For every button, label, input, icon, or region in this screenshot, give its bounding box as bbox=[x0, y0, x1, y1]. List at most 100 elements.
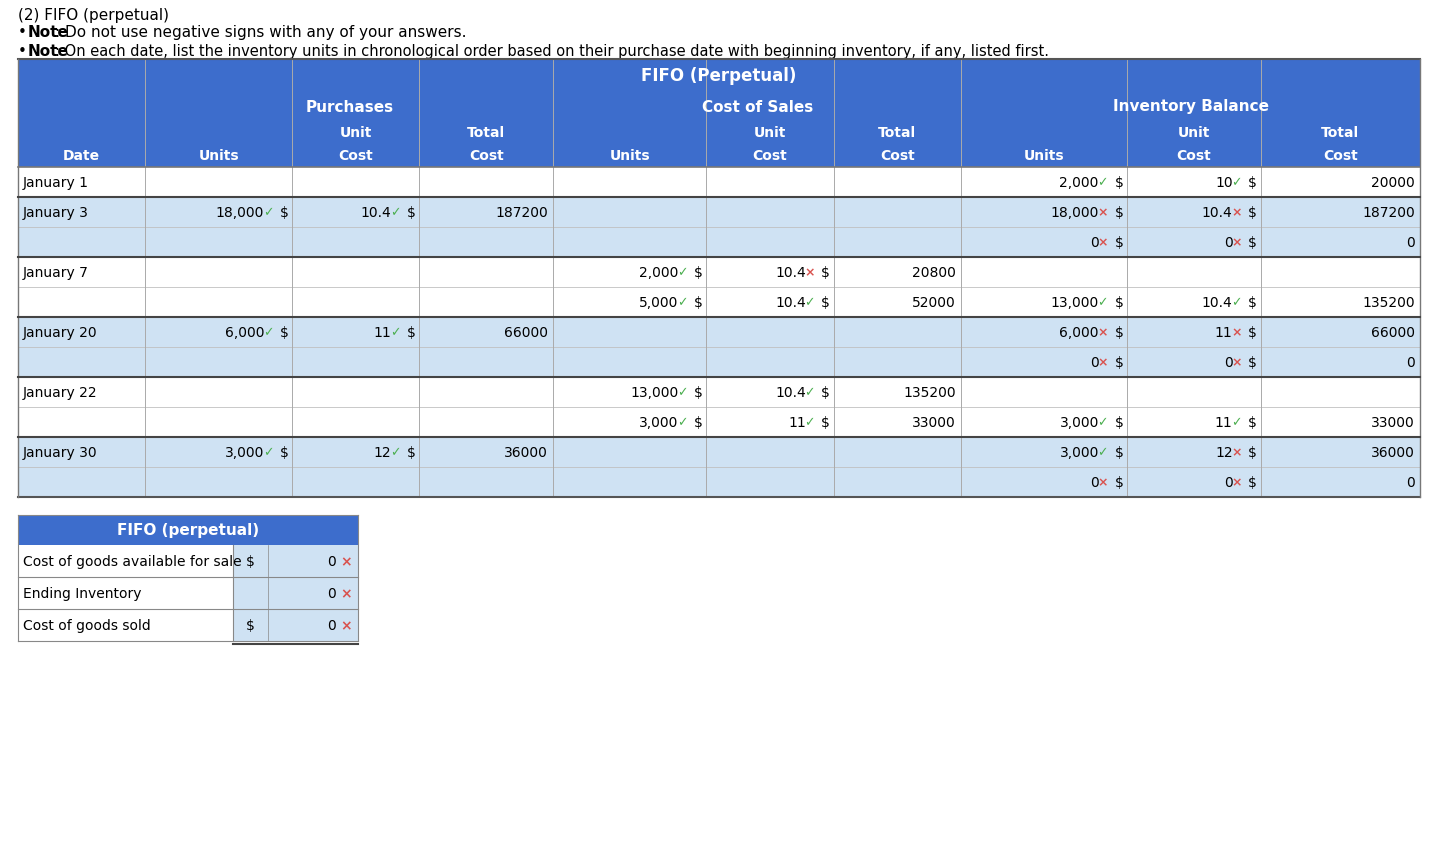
Text: 11: 11 bbox=[1215, 325, 1232, 340]
Text: $: $ bbox=[246, 619, 255, 632]
Text: ×: × bbox=[1097, 356, 1109, 369]
Text: 33000: 33000 bbox=[913, 416, 956, 429]
Bar bbox=[19, 227, 1419, 257]
Text: $: $ bbox=[693, 266, 703, 279]
Bar bbox=[19, 545, 233, 578]
Text: $: $ bbox=[1114, 236, 1123, 250]
Bar bbox=[19, 144, 1419, 168]
Text: Total: Total bbox=[879, 126, 916, 140]
Text: Cost: Cost bbox=[1176, 149, 1211, 163]
Bar bbox=[233, 578, 358, 609]
Text: ✓: ✓ bbox=[1097, 446, 1109, 459]
Bar bbox=[19, 407, 1419, 437]
Text: •: • bbox=[19, 44, 27, 59]
Bar bbox=[19, 468, 1419, 498]
Bar bbox=[19, 257, 1419, 288]
Text: Date: Date bbox=[63, 149, 101, 163]
Bar bbox=[19, 168, 1419, 198]
Text: Units: Units bbox=[610, 149, 650, 163]
Bar bbox=[19, 198, 1419, 227]
Text: 3,000: 3,000 bbox=[1060, 446, 1099, 459]
Text: 0: 0 bbox=[328, 619, 336, 632]
Bar bbox=[19, 437, 1419, 468]
Text: 187200: 187200 bbox=[496, 206, 548, 220]
Text: ✓: ✓ bbox=[677, 386, 687, 399]
Text: 11: 11 bbox=[1215, 416, 1232, 429]
Text: January 22: January 22 bbox=[23, 386, 98, 400]
Text: $: $ bbox=[407, 446, 416, 459]
Bar bbox=[19, 288, 1419, 318]
Text: 3,000: 3,000 bbox=[224, 446, 265, 459]
Text: Cost: Cost bbox=[880, 149, 915, 163]
Text: $: $ bbox=[1114, 296, 1123, 309]
Text: 10.4: 10.4 bbox=[361, 206, 391, 220]
Text: 66000: 66000 bbox=[1370, 325, 1415, 340]
Bar bbox=[19, 92, 1419, 122]
Text: $: $ bbox=[693, 386, 703, 400]
Text: $: $ bbox=[1248, 176, 1257, 190]
Text: ×: × bbox=[1231, 236, 1242, 249]
Text: 0: 0 bbox=[1090, 236, 1099, 250]
Text: $: $ bbox=[1114, 475, 1123, 489]
Text: 0: 0 bbox=[1406, 236, 1415, 250]
Text: ✓: ✓ bbox=[1231, 176, 1242, 189]
Text: 2,000: 2,000 bbox=[1060, 176, 1099, 190]
Text: January 3: January 3 bbox=[23, 206, 89, 220]
Text: ✓: ✓ bbox=[263, 326, 273, 339]
Text: : On each date, list the inventory units in chronological order based on their p: : On each date, list the inventory units… bbox=[55, 44, 1048, 59]
Text: 10.4: 10.4 bbox=[1202, 206, 1232, 220]
Text: Cost of Sales: Cost of Sales bbox=[702, 100, 812, 114]
Text: ✓: ✓ bbox=[677, 266, 687, 279]
Text: $: $ bbox=[821, 296, 830, 309]
Text: January 30: January 30 bbox=[23, 446, 98, 459]
Text: $: $ bbox=[1114, 325, 1123, 340]
Text: Note: Note bbox=[27, 44, 69, 59]
Text: ✓: ✓ bbox=[390, 326, 401, 339]
Text: $: $ bbox=[246, 555, 255, 568]
Text: ✓: ✓ bbox=[1231, 416, 1242, 429]
Text: 18,000: 18,000 bbox=[1051, 206, 1099, 220]
Text: Units: Units bbox=[198, 149, 239, 163]
Text: Unit: Unit bbox=[754, 126, 787, 140]
Text: 135200: 135200 bbox=[1362, 296, 1415, 309]
Bar bbox=[19, 318, 1419, 348]
Bar bbox=[19, 515, 358, 545]
Text: ✓: ✓ bbox=[1231, 296, 1242, 309]
Text: Inventory Balance: Inventory Balance bbox=[1113, 100, 1268, 114]
Bar bbox=[19, 377, 1419, 407]
Text: ×: × bbox=[1231, 476, 1242, 489]
Text: 2,000: 2,000 bbox=[638, 266, 679, 279]
Text: Purchases: Purchases bbox=[305, 100, 394, 114]
Text: Unit: Unit bbox=[339, 126, 372, 140]
Text: ✓: ✓ bbox=[390, 446, 401, 459]
Text: •: • bbox=[19, 25, 27, 40]
Text: January 1: January 1 bbox=[23, 176, 89, 190]
Text: $: $ bbox=[1248, 236, 1257, 250]
Text: 10.4: 10.4 bbox=[775, 266, 805, 279]
Text: $: $ bbox=[821, 386, 830, 400]
Text: 18,000: 18,000 bbox=[216, 206, 265, 220]
Bar bbox=[233, 545, 358, 578]
Text: 0: 0 bbox=[1406, 355, 1415, 370]
Text: $: $ bbox=[1114, 355, 1123, 370]
Text: $: $ bbox=[1248, 416, 1257, 429]
Text: 0: 0 bbox=[1224, 355, 1232, 370]
Text: $: $ bbox=[1114, 446, 1123, 459]
Text: ✓: ✓ bbox=[677, 416, 687, 429]
Text: $: $ bbox=[407, 206, 416, 220]
Bar bbox=[19, 60, 1419, 92]
Text: ✓: ✓ bbox=[263, 446, 273, 459]
Text: 20000: 20000 bbox=[1372, 176, 1415, 190]
Text: 3,000: 3,000 bbox=[1060, 416, 1099, 429]
Text: 11: 11 bbox=[374, 325, 391, 340]
Text: 13,000: 13,000 bbox=[1051, 296, 1099, 309]
Text: 12: 12 bbox=[1215, 446, 1232, 459]
Text: ×: × bbox=[804, 266, 815, 279]
Text: 13,000: 13,000 bbox=[630, 386, 679, 400]
Text: $: $ bbox=[279, 446, 289, 459]
Text: ×: × bbox=[1097, 476, 1109, 489]
Text: $: $ bbox=[1248, 475, 1257, 489]
Text: FIFO (Perpetual): FIFO (Perpetual) bbox=[641, 67, 797, 85]
Text: 6,000: 6,000 bbox=[224, 325, 265, 340]
Text: 0: 0 bbox=[1224, 236, 1232, 250]
